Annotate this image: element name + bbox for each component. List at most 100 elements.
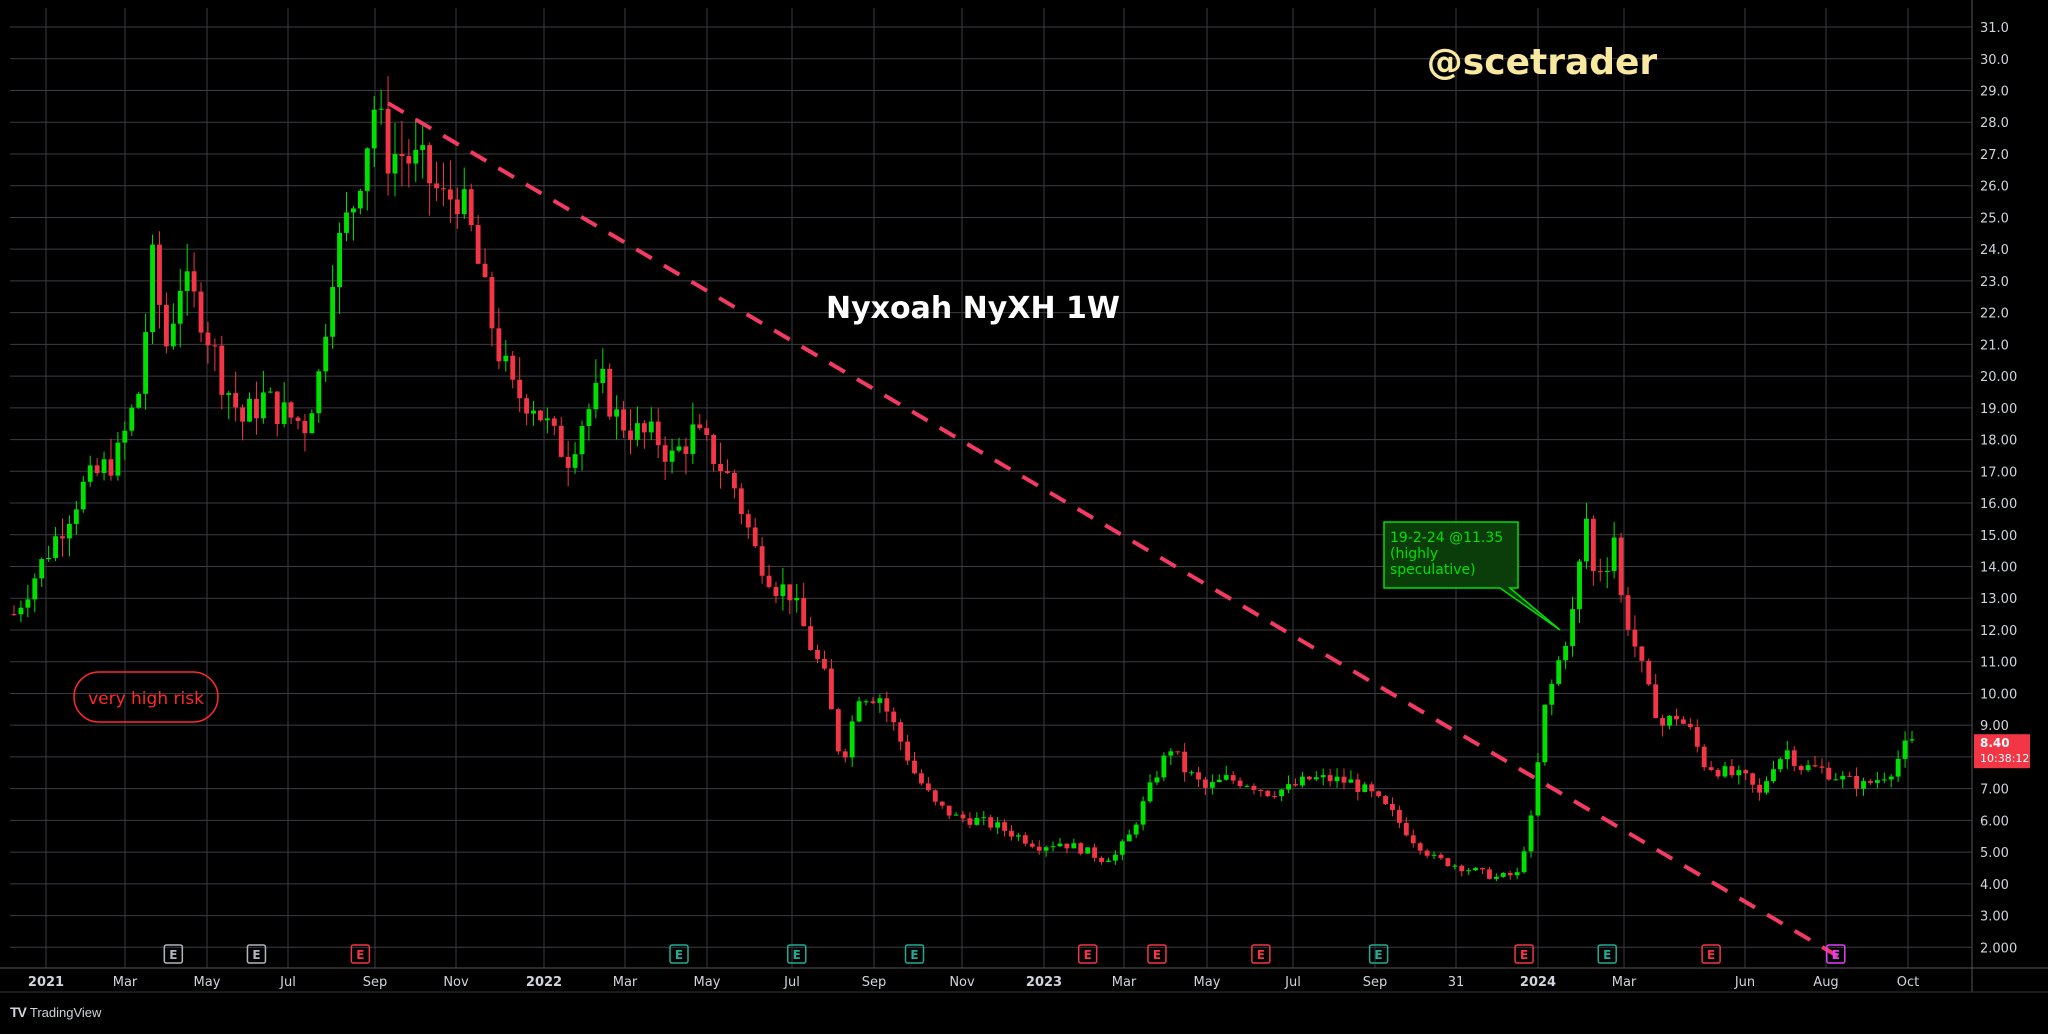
earnings-marker[interactable]: E [904, 944, 925, 964]
downtrend-line[interactable] [387, 101, 1851, 965]
candle-body [1078, 843, 1084, 854]
y-tick-label: 29.0 [1980, 85, 2009, 100]
candle-body [1293, 784, 1298, 786]
candle-body [1604, 570, 1610, 573]
candle-body [1431, 854, 1437, 856]
candle-body [143, 332, 149, 394]
candle-body [655, 421, 661, 446]
candle-body [39, 559, 45, 579]
candle-body [66, 523, 72, 539]
earnings-marker[interactable]: E [1251, 944, 1271, 964]
earnings-marker[interactable]: E [1514, 944, 1534, 964]
tradingview-branding[interactable]: TV TradingView [10, 1004, 101, 1020]
candle-body [1313, 777, 1319, 780]
candle-body [1750, 773, 1756, 785]
y-tick-label: 19.00 [1980, 402, 2017, 417]
earnings-marker-letter: E [910, 948, 918, 962]
candle-body [1618, 537, 1624, 596]
candle-body [1161, 755, 1167, 778]
y-tick-label: 26.0 [1980, 180, 2009, 195]
x-tick-label: Jun [1734, 975, 1755, 990]
candle-body [1438, 854, 1444, 859]
y-tick-label: 24.0 [1980, 243, 2009, 258]
earnings-marker-letter: E [1832, 948, 1840, 962]
candle-body [1445, 858, 1451, 867]
y-tick-label: 10.00 [1980, 687, 2017, 702]
earnings-marker[interactable]: E [669, 944, 689, 964]
axes[interactable]: 31.0 30.0 29.0 28.0 27.0 26.0 25.0 24.0 23.0 22.0… [0, 0, 2048, 993]
earnings-marker[interactable]: E [350, 944, 371, 964]
earnings-marker-box [904, 944, 925, 964]
candle-body [441, 188, 446, 190]
candle-body [94, 465, 100, 473]
candle-body [1064, 843, 1070, 849]
earnings-marker[interactable]: E [246, 944, 267, 964]
candle-body [953, 814, 959, 816]
candle-body [891, 711, 897, 723]
trendline-layer[interactable] [387, 101, 1851, 965]
earnings-marker[interactable]: E [1597, 944, 1617, 964]
candle-body [1112, 854, 1118, 861]
candle-body [725, 471, 730, 473]
candle-body [1327, 775, 1333, 782]
earnings-marker[interactable]: E [163, 944, 184, 964]
candle-body [1625, 595, 1631, 630]
candle-body [1258, 789, 1264, 791]
earnings-marker-letter: E [675, 948, 683, 962]
candle-body [392, 154, 398, 174]
callout-text-line: (highly [1390, 546, 1438, 562]
earnings-marker[interactable]: E [1147, 944, 1167, 964]
candle-body [1549, 683, 1555, 705]
x-tick-label: May [1194, 975, 1221, 990]
earnings-marker-letter: E [356, 948, 364, 962]
y-tick-label: 18.00 [1980, 434, 2017, 449]
candle-body [1881, 779, 1887, 781]
earnings-marker-box [1597, 944, 1617, 964]
candle-body [87, 465, 93, 482]
callout-text-line: speculative) [1390, 562, 1476, 578]
candle-body [1584, 518, 1589, 562]
x-tick-label: Mar [1612, 975, 1637, 990]
candle-body [1528, 815, 1534, 852]
earnings-marker[interactable]: E [1826, 944, 1846, 964]
y-tick-label: 30.0 [1980, 53, 2009, 68]
candle-body [1071, 843, 1077, 849]
candle-body [683, 446, 689, 454]
last-price-countdown: 10:38:12 [1980, 752, 2029, 765]
candle-body [1743, 770, 1749, 774]
earnings-marker-letter: E [1153, 948, 1161, 962]
candle-body [468, 189, 474, 226]
candle-body [1403, 822, 1409, 836]
candle-body [11, 614, 17, 616]
candle-body [593, 383, 599, 410]
earnings-marker-letter: E [793, 948, 801, 962]
candle-body [1209, 782, 1215, 788]
candle-body [1653, 684, 1659, 719]
risk-label-text: very high risk [88, 689, 204, 709]
candle-body [1272, 796, 1278, 798]
candle-body [427, 145, 433, 184]
earnings-marker[interactable]: E [1077, 944, 1098, 964]
earnings-marker[interactable]: E [1368, 944, 1389, 964]
candle-body [1154, 777, 1160, 783]
candle-body [503, 355, 509, 362]
candle-body [316, 371, 322, 414]
risk-label[interactable]: very high risk [73, 671, 219, 723]
earnings-marker[interactable]: E [1701, 944, 1721, 964]
candle-body [1390, 804, 1395, 810]
earnings-marker[interactable]: E [787, 944, 807, 964]
candle-body [1140, 801, 1146, 825]
candle-body [1611, 537, 1617, 571]
candle-body [1348, 779, 1354, 783]
y-tick-label: 9.00 [1980, 719, 2009, 734]
last-price-value: 8.40 [1980, 736, 2010, 750]
candle-body [1099, 857, 1104, 862]
candle-body [53, 536, 58, 558]
y-tick-label: 5.00 [1980, 846, 2009, 861]
earnings-marker-box [1147, 944, 1167, 964]
